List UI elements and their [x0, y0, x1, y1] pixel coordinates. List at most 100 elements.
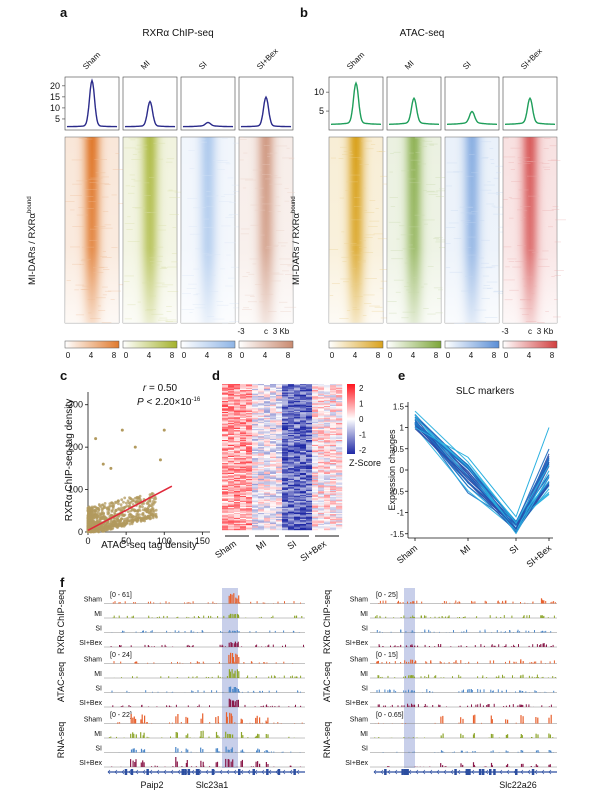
zscore-cell	[276, 482, 283, 484]
signal-peak	[255, 735, 257, 738]
heatmap-texture	[520, 220, 524, 221]
signal-bar	[198, 616, 199, 618]
signal-bar	[229, 630, 231, 633]
signal-bar	[220, 631, 222, 633]
zscore-cell	[324, 508, 331, 510]
zscore-cell	[318, 482, 325, 484]
heatmap-texture	[118, 203, 124, 204]
zscore-cell	[246, 386, 253, 388]
zscore-cell	[336, 493, 343, 495]
heatmap-texture	[389, 197, 398, 198]
zscore-cell	[318, 512, 325, 515]
signal-bar	[271, 705, 273, 707]
zscore-cell	[228, 516, 235, 519]
heatmap-texture	[493, 206, 505, 208]
heatmap-texture	[330, 157, 336, 159]
zscore-cell	[288, 429, 295, 431]
zscore-cell	[258, 502, 265, 504]
zscore-cell	[336, 441, 343, 443]
zscore-cell	[222, 502, 229, 504]
heatmap-texture	[351, 244, 365, 246]
zscore-cell	[336, 394, 343, 397]
zscore-cell	[336, 466, 343, 469]
zscore-cell	[264, 471, 271, 474]
signal-bar	[246, 677, 248, 678]
zscore-cell	[300, 495, 307, 498]
signal-bar	[197, 690, 199, 693]
zscore-cell	[252, 515, 259, 517]
zscore-cell	[270, 413, 277, 415]
heatmap-texture	[233, 191, 243, 192]
zscore-cell	[282, 527, 289, 529]
zscore-cell	[300, 483, 307, 486]
zscore-cell	[282, 466, 289, 469]
signal-peak	[232, 657, 234, 664]
zscore-cell	[306, 425, 313, 427]
signal-peak	[202, 730, 204, 738]
panel-d-letter: d	[212, 368, 220, 383]
zscore-cell	[318, 394, 325, 397]
zscore-cell	[306, 481, 313, 483]
zscore-cell	[306, 474, 313, 476]
track-condition-label: Sham	[350, 597, 368, 604]
zscore-cell	[306, 413, 313, 415]
heatmap-texture	[81, 246, 95, 248]
heatmap-texture	[144, 212, 157, 213]
heatmap-texture	[123, 281, 130, 282]
zscore-cell	[252, 499, 259, 501]
heatmap-texture	[131, 178, 136, 180]
zscore-cell	[258, 527, 265, 529]
zscore-cell	[324, 390, 331, 392]
scatter-point	[99, 516, 103, 519]
zscore-cell	[294, 521, 301, 523]
heatmap-texture	[239, 159, 244, 161]
zscore-cell	[222, 416, 229, 419]
signal-bar	[268, 751, 270, 753]
zscore-cell	[294, 478, 301, 481]
zscore-cell	[324, 470, 331, 472]
zscore-cell	[246, 463, 253, 465]
zscore-cell	[234, 418, 241, 420]
colorbar-tick-label: 0	[182, 351, 187, 360]
zscore-cell	[246, 441, 253, 443]
heatmap-texture	[78, 207, 85, 208]
heatmap-texture	[468, 154, 475, 155]
zscore-cell	[306, 458, 313, 460]
zscore-cell	[240, 523, 247, 526]
zscore-cell	[294, 509, 301, 511]
zscore-cell	[270, 448, 277, 450]
heatmap-texture	[410, 169, 416, 171]
zscore-cell	[252, 521, 259, 523]
zscore-cell	[336, 415, 343, 418]
zscore-cell	[246, 399, 253, 402]
zscore-cell	[312, 486, 319, 488]
zscore-cell	[276, 401, 283, 403]
zscore-cell	[282, 475, 289, 477]
zscore-cell	[252, 460, 259, 463]
zscore-cell	[240, 483, 247, 486]
zscore-cell	[258, 497, 265, 499]
zscore-cell	[246, 448, 253, 450]
zscore-cell	[282, 461, 289, 464]
heatmap-texture	[548, 226, 553, 228]
zscore-cell	[324, 392, 331, 394]
zscore-cell	[282, 454, 289, 456]
signal-bar	[294, 615, 296, 618]
zscore-cell	[294, 502, 301, 504]
zscore-cell	[252, 508, 259, 510]
zscore-cell	[276, 393, 283, 396]
heatmap-texture	[439, 188, 445, 190]
zscore-cell	[318, 489, 325, 492]
zscore-cell	[270, 421, 277, 424]
zscore-cell	[234, 464, 241, 466]
zscore-cell	[246, 455, 253, 458]
zscore-cell	[294, 447, 301, 449]
gene-strand-arrow	[163, 769, 167, 775]
zscore-cell	[330, 469, 337, 471]
heatmap-texture	[390, 250, 403, 251]
heatmap-texture	[483, 285, 490, 286]
signal-bar	[168, 602, 170, 604]
heatmap-texture	[498, 226, 505, 228]
zscore-cell	[294, 486, 301, 488]
zscore-cell	[270, 438, 277, 441]
